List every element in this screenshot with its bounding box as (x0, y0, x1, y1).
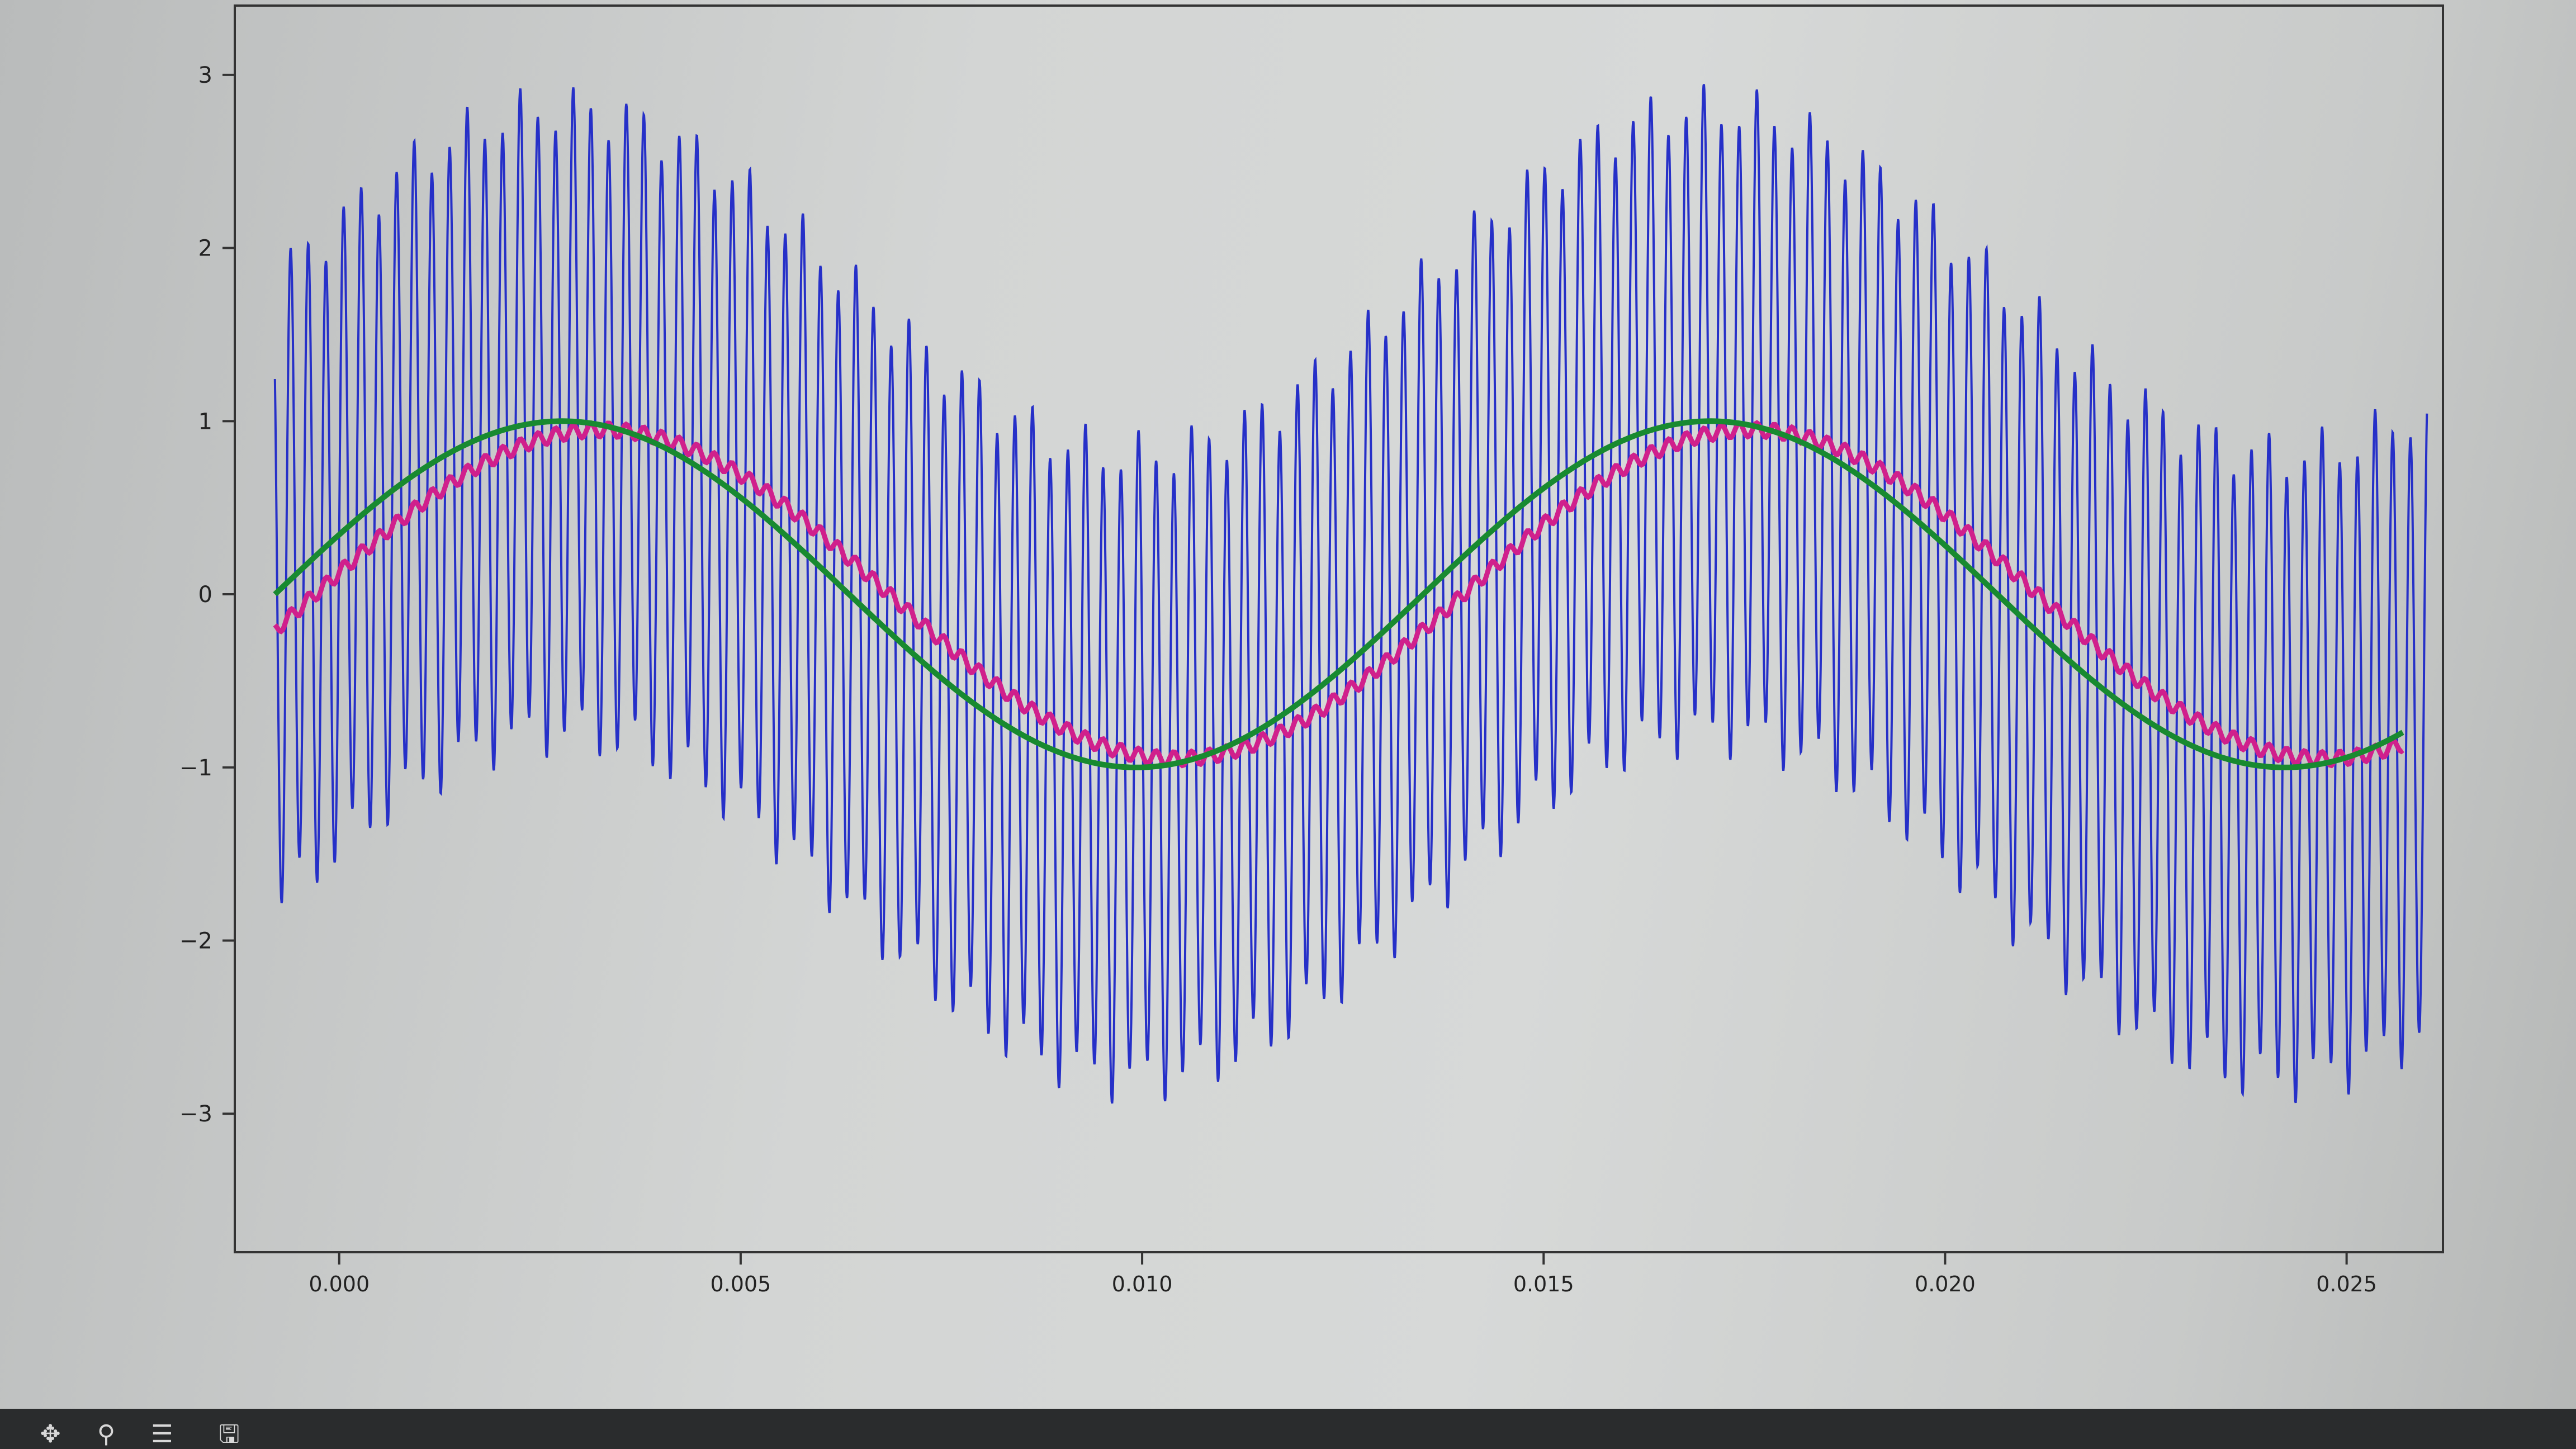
x-tick-label: 0.010 (1112, 1272, 1173, 1296)
y-tick-label: −2 (179, 929, 212, 954)
y-tick-label: −3 (179, 1101, 212, 1127)
ticks-layer: 0.000 0.005 0.010 0.015 0.020 0.025 3 2 1 0 −1 −2 −3 (179, 63, 2377, 1296)
x-tick-label: 0.025 (2316, 1272, 2377, 1296)
series-line-reference-sine (273, 418, 2404, 770)
y-tick-label: 1 (198, 409, 212, 434)
save-icon[interactable]: 🖫 (219, 1420, 240, 1448)
matplotlib-toolbar (0, 1409, 2576, 1449)
y-tick-label: −1 (179, 755, 212, 781)
matplotlib-figure: 0.000 0.005 0.010 0.015 0.020 0.025 3 2 1 0 −1 −2 −3 (179, 4, 2444, 1296)
x-tick-label: 0.000 (309, 1272, 370, 1296)
series-layer (273, 84, 2428, 1104)
series-line-filtered-signal (273, 420, 2404, 769)
x-tick-label: 0.015 (1513, 1272, 1574, 1296)
pan-icon[interactable]: ✥ (40, 1420, 61, 1448)
y-tick-label: 0 (198, 582, 212, 608)
x-tick-label: 0.005 (711, 1272, 771, 1296)
axes-spines (234, 4, 2444, 1253)
axes-frame (234, 4, 2444, 1253)
configure-icon[interactable]: ☰ (151, 1420, 173, 1448)
zoom-icon[interactable]: ⚲ (97, 1420, 116, 1448)
y-tick-label: 2 (198, 236, 212, 262)
series-line-noisy-signal (273, 84, 2428, 1104)
x-tick-label: 0.020 (1915, 1272, 1976, 1296)
y-tick-label: 3 (198, 63, 212, 88)
